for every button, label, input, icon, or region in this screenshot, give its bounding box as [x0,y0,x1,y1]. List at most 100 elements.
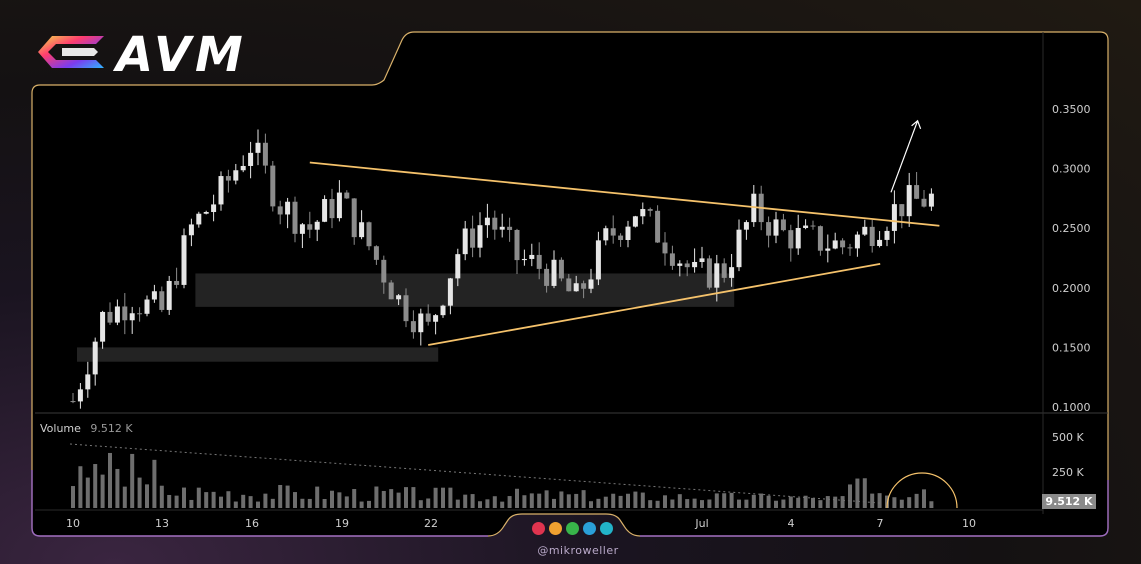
y-axis: 0.35000.30000.25000.20000.15000.1000 [1052,103,1091,414]
candle-body [137,313,142,314]
volume-bar [152,460,156,508]
volume-bar [685,499,689,508]
volume-bar [700,500,704,508]
volume-bar [567,494,571,508]
candle-body [196,214,201,225]
candle-body [574,283,579,291]
volume-bar [848,484,852,508]
candle-body [685,263,690,267]
volume-bar [426,498,430,508]
candle-body [640,209,645,216]
candle-body [796,228,801,248]
candle-body [418,314,423,333]
candle-body [811,226,816,227]
volume-axis: 500 K 250 K [1052,431,1084,479]
candle-body [219,176,224,204]
candle-body [159,291,164,310]
volume-bar [582,490,586,508]
dot-cyan [600,522,613,535]
candle-body [85,374,90,389]
candle-body [189,224,194,235]
volume-bar [863,478,867,508]
volume-bar [249,496,253,508]
volume-bar [345,496,349,508]
candle-body [71,401,76,402]
y-tick-label: 0.3500 [1052,103,1091,116]
volume-bar [670,500,674,508]
volume-bar [530,493,534,508]
candle-body [470,229,475,248]
candle-body [381,260,386,283]
candle-body [537,255,542,269]
candle-body [781,219,786,230]
candle-body [204,212,209,214]
candle-body [877,240,882,246]
candle-body [870,227,875,246]
volume-bar [633,492,637,508]
candle-body [544,269,549,286]
candle-body [130,313,135,320]
volume-tick-label: 500 K [1052,431,1084,444]
volume-bar [752,495,756,508]
volume-bar [641,493,645,508]
candle-body [663,243,668,254]
volume-bar [189,500,193,508]
candle-body [626,227,631,240]
candle-body [433,315,438,322]
volume-bar [596,499,600,508]
volume-bar [759,494,763,508]
candle-body [922,199,927,207]
candle-body [485,218,490,225]
volume-bar [448,488,452,508]
volume-bar [774,501,778,508]
candle-body [389,283,394,300]
volume-bar [160,486,164,508]
price-zone [77,347,438,361]
candle-body [359,222,364,237]
volume-bar [663,495,667,508]
volume-bar [367,501,371,508]
volume-bar [892,497,896,508]
x-tick-label: 19 [335,517,349,530]
candle-body [885,231,890,240]
candle-body [367,222,372,246]
candle-body [108,312,113,323]
volume-bar [870,494,874,508]
volume-bar [330,491,334,508]
volume-bar [574,494,578,508]
volume-bar [811,498,815,508]
volume-bar [796,498,800,508]
volume-bar [293,492,297,508]
candle-body [152,291,157,299]
candle-body [655,211,660,243]
volume-badge: 9.512 K [1042,494,1096,509]
volume-bar [382,491,386,508]
candle-body [552,260,557,286]
x-tick-label: 10 [962,517,976,530]
volume-bar [456,500,460,508]
candle-body [707,258,712,287]
volume-bar [197,488,201,508]
candle-body [507,227,512,230]
candles [71,130,934,409]
candle-body [714,263,719,287]
candle-body [825,249,830,251]
candle-body [374,246,379,260]
volume-bar [123,487,127,508]
candle-body [677,263,682,265]
volume-bar [485,499,489,508]
x-tick-label: 13 [155,517,169,530]
volume-bar [826,496,830,508]
volume-bar [552,499,556,508]
volume-bar [219,497,223,508]
candle-body [722,263,727,278]
candle-body [737,230,742,267]
volume-bar [145,484,149,508]
volume-bar [900,500,904,508]
x-tick-label: 10 [66,517,80,530]
dot-green [566,522,579,535]
volume-bar [656,501,660,508]
candle-body [100,312,105,342]
candle-body [862,227,867,235]
volume-bar [397,493,401,508]
